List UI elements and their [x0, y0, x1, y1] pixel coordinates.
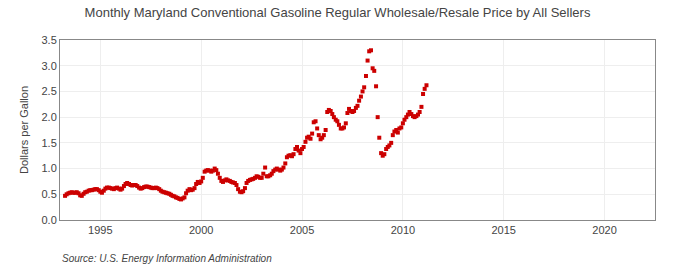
svg-text:Dollars per Gallon: Dollars per Gallon — [18, 86, 30, 174]
svg-text:3.0: 3.0 — [42, 60, 57, 72]
svg-text:0.5: 0.5 — [42, 188, 57, 200]
svg-text:2005: 2005 — [290, 224, 314, 236]
svg-text:1995: 1995 — [88, 224, 112, 236]
svg-text:3.5: 3.5 — [42, 34, 57, 46]
svg-text:Source: U.S. Energy Informatio: Source: U.S. Energy Information Administ… — [62, 253, 272, 264]
svg-text:0.0: 0.0 — [42, 214, 57, 226]
svg-text:2.5: 2.5 — [42, 85, 57, 97]
svg-text:1.0: 1.0 — [42, 162, 57, 174]
svg-text:2000: 2000 — [189, 224, 213, 236]
svg-text:2010: 2010 — [391, 224, 415, 236]
svg-text:Monthly Maryland Conventional: Monthly Maryland Conventional Gasoline R… — [85, 5, 591, 20]
svg-text:1.5: 1.5 — [42, 137, 57, 149]
svg-text:2015: 2015 — [491, 224, 515, 236]
svg-text:2.0: 2.0 — [42, 111, 57, 123]
svg-text:2020: 2020 — [592, 224, 616, 236]
